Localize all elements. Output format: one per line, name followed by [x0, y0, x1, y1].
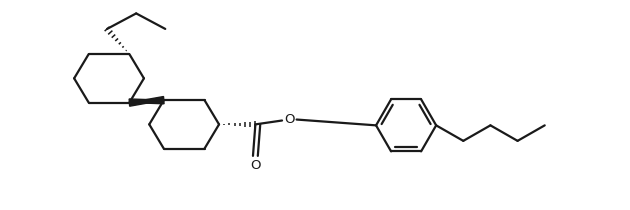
Text: O: O	[250, 159, 261, 172]
Polygon shape	[129, 99, 164, 106]
Text: O: O	[284, 113, 295, 126]
Polygon shape	[129, 97, 164, 104]
